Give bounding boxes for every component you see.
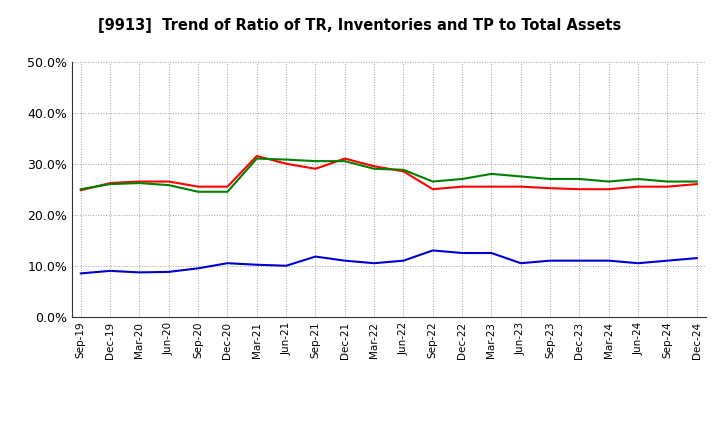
Trade Receivables (458, 184, 467, 189)
Trade Receivables (164, 179, 173, 184)
Trade Payables (223, 189, 232, 194)
Inventories (135, 270, 144, 275)
Inventories (164, 269, 173, 275)
Trade Payables (634, 176, 642, 182)
Trade Receivables (223, 184, 232, 189)
Trade Payables (76, 187, 85, 192)
Trade Payables (135, 180, 144, 186)
Inventories (428, 248, 437, 253)
Text: [9913]  Trend of Ratio of TR, Inventories and TP to Total Assets: [9913] Trend of Ratio of TR, Inventories… (99, 18, 621, 33)
Trade Receivables (693, 181, 701, 187)
Trade Receivables (341, 156, 349, 161)
Trade Payables (663, 179, 672, 184)
Trade Receivables (399, 169, 408, 174)
Trade Payables (106, 181, 114, 187)
Inventories (106, 268, 114, 274)
Trade Payables (458, 176, 467, 182)
Trade Payables (546, 176, 554, 182)
Inventories (223, 260, 232, 266)
Line: Inventories: Inventories (81, 250, 697, 273)
Inventories (663, 258, 672, 263)
Trade Receivables (516, 184, 525, 189)
Inventories (76, 271, 85, 276)
Trade Receivables (663, 184, 672, 189)
Trade Receivables (135, 179, 144, 184)
Trade Payables (399, 167, 408, 172)
Inventories (194, 266, 202, 271)
Inventories (546, 258, 554, 263)
Trade Receivables (76, 187, 85, 193)
Inventories (341, 258, 349, 263)
Trade Payables (341, 158, 349, 164)
Trade Payables (487, 171, 496, 176)
Trade Payables (370, 166, 379, 172)
Trade Payables (311, 158, 320, 164)
Trade Payables (253, 156, 261, 161)
Trade Receivables (428, 187, 437, 192)
Trade Payables (575, 176, 584, 182)
Trade Receivables (311, 166, 320, 172)
Inventories (634, 260, 642, 266)
Inventories (516, 260, 525, 266)
Inventories (282, 263, 290, 268)
Trade Payables (428, 179, 437, 184)
Trade Receivables (546, 186, 554, 191)
Trade Receivables (282, 161, 290, 166)
Trade Receivables (634, 184, 642, 189)
Trade Payables (605, 179, 613, 184)
Inventories (399, 258, 408, 263)
Line: Trade Receivables: Trade Receivables (81, 156, 697, 190)
Trade Receivables (487, 184, 496, 189)
Trade Receivables (253, 154, 261, 159)
Inventories (487, 250, 496, 256)
Trade Payables (516, 174, 525, 179)
Trade Payables (164, 183, 173, 188)
Inventories (311, 254, 320, 259)
Inventories (253, 262, 261, 268)
Trade Payables (282, 157, 290, 162)
Line: Trade Payables: Trade Payables (81, 158, 697, 192)
Inventories (370, 260, 379, 266)
Trade Receivables (605, 187, 613, 192)
Inventories (605, 258, 613, 263)
Trade Payables (194, 189, 202, 194)
Trade Receivables (575, 187, 584, 192)
Trade Payables (693, 179, 701, 184)
Inventories (575, 258, 584, 263)
Trade Receivables (194, 184, 202, 189)
Inventories (458, 250, 467, 256)
Trade Receivables (106, 180, 114, 186)
Trade Receivables (370, 164, 379, 169)
Inventories (693, 256, 701, 261)
